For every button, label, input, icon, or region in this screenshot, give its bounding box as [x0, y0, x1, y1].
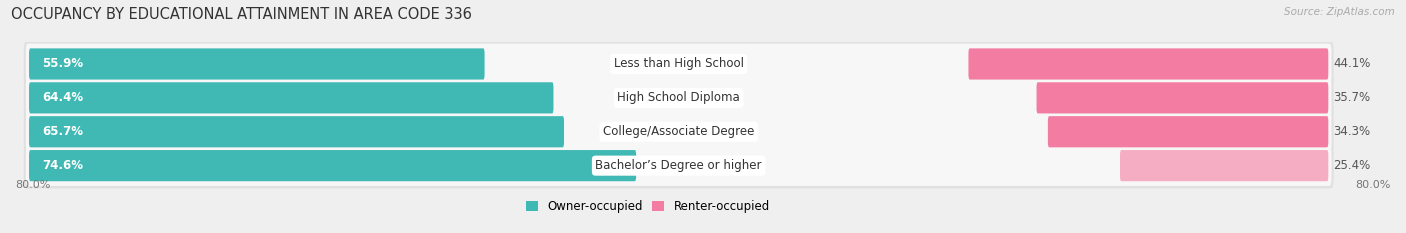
Text: College/Associate Degree: College/Associate Degree	[603, 125, 755, 138]
Legend: Owner-occupied, Renter-occupied: Owner-occupied, Renter-occupied	[522, 195, 775, 218]
FancyBboxPatch shape	[25, 111, 1331, 152]
Text: 44.1%: 44.1%	[1333, 58, 1371, 70]
FancyBboxPatch shape	[24, 109, 1333, 154]
Text: 34.3%: 34.3%	[1333, 125, 1371, 138]
Text: Source: ZipAtlas.com: Source: ZipAtlas.com	[1284, 7, 1395, 17]
FancyBboxPatch shape	[24, 143, 1333, 188]
Text: Less than High School: Less than High School	[613, 58, 744, 70]
Text: 65.7%: 65.7%	[42, 125, 83, 138]
FancyBboxPatch shape	[30, 150, 636, 181]
FancyBboxPatch shape	[1121, 150, 1329, 181]
Text: OCCUPANCY BY EDUCATIONAL ATTAINMENT IN AREA CODE 336: OCCUPANCY BY EDUCATIONAL ATTAINMENT IN A…	[11, 7, 472, 22]
Text: 74.6%: 74.6%	[42, 159, 83, 172]
Text: 25.4%: 25.4%	[1333, 159, 1371, 172]
Text: 35.7%: 35.7%	[1333, 91, 1371, 104]
FancyBboxPatch shape	[30, 48, 485, 79]
FancyBboxPatch shape	[25, 78, 1331, 118]
FancyBboxPatch shape	[30, 82, 554, 113]
Text: 64.4%: 64.4%	[42, 91, 83, 104]
Text: 80.0%: 80.0%	[1355, 180, 1391, 190]
Text: Bachelor’s Degree or higher: Bachelor’s Degree or higher	[595, 159, 762, 172]
FancyBboxPatch shape	[24, 41, 1333, 87]
FancyBboxPatch shape	[1036, 82, 1329, 113]
FancyBboxPatch shape	[25, 145, 1331, 186]
Text: 55.9%: 55.9%	[42, 58, 83, 70]
Text: High School Diploma: High School Diploma	[617, 91, 740, 104]
FancyBboxPatch shape	[24, 75, 1333, 120]
Text: 80.0%: 80.0%	[15, 180, 51, 190]
FancyBboxPatch shape	[1047, 116, 1329, 147]
FancyBboxPatch shape	[969, 48, 1329, 79]
FancyBboxPatch shape	[25, 44, 1331, 84]
FancyBboxPatch shape	[30, 116, 564, 147]
